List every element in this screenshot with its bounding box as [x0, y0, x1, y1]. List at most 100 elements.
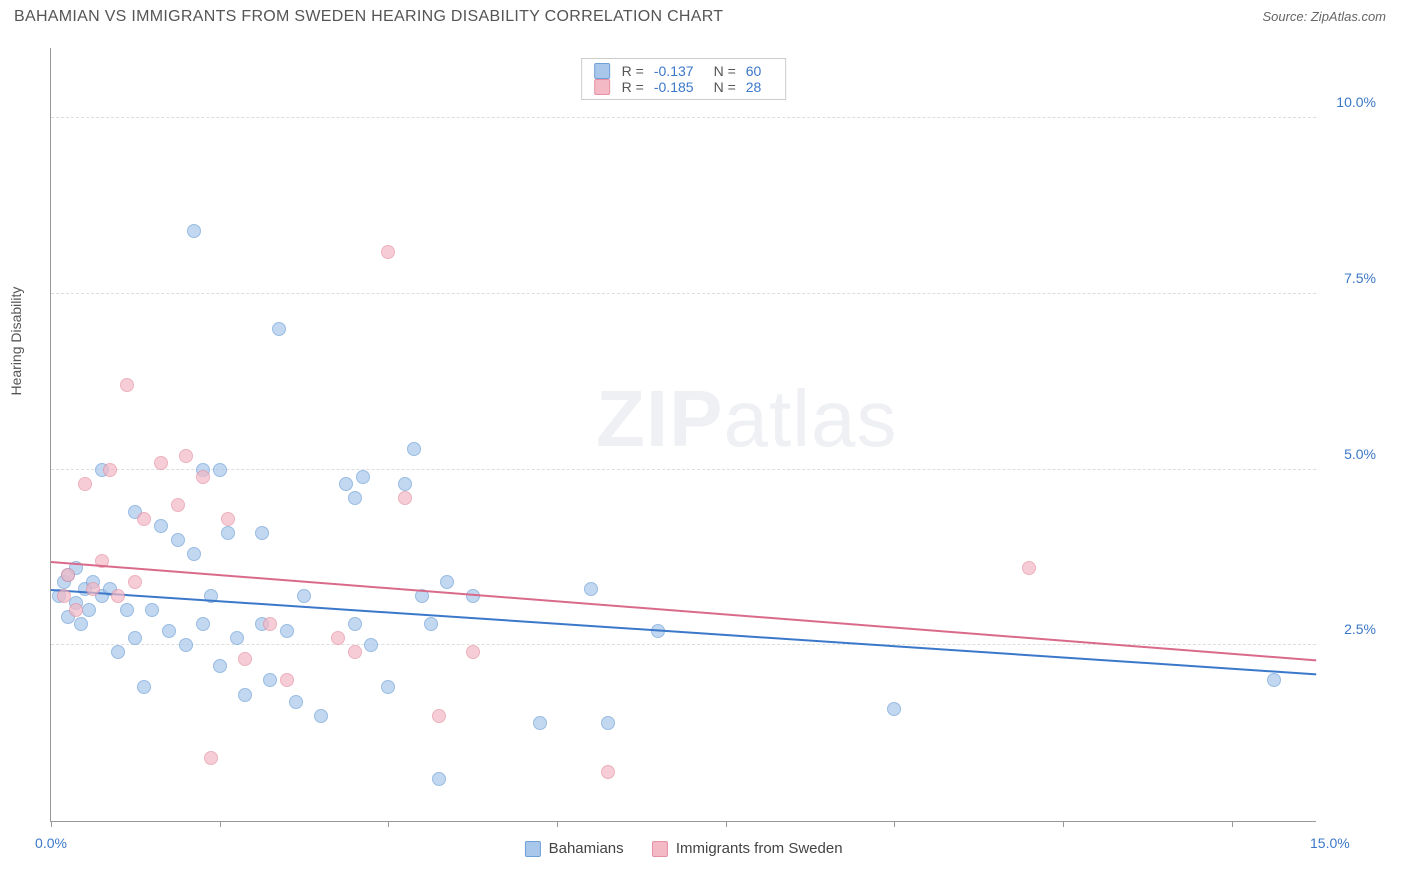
legend-swatch	[524, 841, 540, 857]
source-attribution: Source: ZipAtlas.com	[1262, 9, 1386, 24]
data-point	[314, 709, 328, 723]
series-swatch	[594, 63, 610, 79]
legend-label: Bahamians	[549, 840, 624, 857]
x-tick	[726, 821, 727, 827]
data-point	[111, 645, 125, 659]
data-point	[887, 702, 901, 716]
stat-label: R =	[622, 63, 644, 79]
data-point	[171, 533, 185, 547]
data-point	[221, 512, 235, 526]
legend-label: Immigrants from Sweden	[676, 840, 843, 857]
n-value: 60	[746, 63, 762, 79]
y-tick-label: 10.0%	[1336, 94, 1376, 110]
data-point	[297, 589, 311, 603]
data-point	[120, 603, 134, 617]
chart-title: BAHAMIAN VS IMMIGRANTS FROM SWEDEN HEARI…	[14, 8, 723, 26]
legend-item: Immigrants from Sweden	[652, 840, 843, 857]
trend-line	[51, 561, 1316, 661]
stat-label: N =	[714, 79, 736, 95]
data-point	[440, 575, 454, 589]
data-point	[230, 631, 244, 645]
data-point	[196, 617, 210, 631]
gridline	[51, 293, 1316, 294]
data-point	[280, 673, 294, 687]
data-point	[398, 477, 412, 491]
data-point	[128, 631, 142, 645]
data-point	[263, 673, 277, 687]
data-point	[432, 709, 446, 723]
data-point	[57, 589, 71, 603]
data-point	[128, 575, 142, 589]
data-point	[145, 603, 159, 617]
data-point	[213, 659, 227, 673]
data-point	[137, 512, 151, 526]
stats-row: R = -0.185 N = 28	[594, 79, 774, 95]
data-point	[78, 477, 92, 491]
plot-area: ZIPatlas R = -0.137 N = 60 R = -0.185 N …	[50, 48, 1316, 822]
data-point	[103, 463, 117, 477]
legend-swatch	[652, 841, 668, 857]
x-tick-label: 15.0%	[1310, 835, 1370, 851]
x-tick	[388, 821, 389, 827]
data-point	[331, 631, 345, 645]
x-tick	[51, 821, 52, 827]
data-point	[348, 491, 362, 505]
stats-row: R = -0.137 N = 60	[594, 63, 774, 79]
data-point	[348, 645, 362, 659]
stat-label: N =	[714, 63, 736, 79]
data-point	[272, 322, 286, 336]
data-point	[466, 645, 480, 659]
watermark: ZIPatlas	[596, 373, 897, 465]
chart-container: Hearing Disability ZIPatlas R = -0.137 N…	[14, 38, 1386, 862]
data-point	[154, 519, 168, 533]
correlation-stats-box: R = -0.137 N = 60 R = -0.185 N = 28	[581, 58, 787, 100]
data-point	[289, 695, 303, 709]
data-point	[162, 624, 176, 638]
data-point	[381, 680, 395, 694]
data-point	[381, 245, 395, 259]
data-point	[69, 603, 83, 617]
data-point	[348, 617, 362, 631]
data-point	[255, 526, 269, 540]
data-point	[533, 716, 547, 730]
data-point	[179, 638, 193, 652]
x-tick	[220, 821, 221, 827]
data-point	[204, 751, 218, 765]
data-point	[407, 442, 421, 456]
data-point	[179, 449, 193, 463]
data-point	[82, 603, 96, 617]
data-point	[263, 617, 277, 631]
data-point	[86, 582, 100, 596]
data-point	[424, 617, 438, 631]
data-point	[339, 477, 353, 491]
data-point	[432, 772, 446, 786]
data-point	[111, 589, 125, 603]
data-point	[356, 470, 370, 484]
y-tick-label: 5.0%	[1344, 446, 1376, 462]
x-tick	[1063, 821, 1064, 827]
r-value: -0.137	[654, 63, 694, 79]
x-tick-label: 0.0%	[35, 835, 67, 851]
data-point	[74, 617, 88, 631]
legend-item: Bahamians	[524, 840, 623, 857]
data-point	[584, 582, 598, 596]
data-point	[137, 680, 151, 694]
data-point	[221, 526, 235, 540]
data-point	[1267, 673, 1281, 687]
data-point	[601, 765, 615, 779]
legend: Bahamians Immigrants from Sweden	[524, 840, 842, 857]
data-point	[120, 378, 134, 392]
gridline	[51, 469, 1316, 470]
gridline	[51, 117, 1316, 118]
data-point	[280, 624, 294, 638]
data-point	[171, 498, 185, 512]
data-point	[601, 716, 615, 730]
y-axis-label: Hearing Disability	[8, 287, 24, 396]
data-point	[213, 463, 227, 477]
x-tick	[894, 821, 895, 827]
y-tick-label: 7.5%	[1344, 270, 1376, 286]
stat-label: R =	[622, 79, 644, 95]
data-point	[187, 224, 201, 238]
x-tick	[557, 821, 558, 827]
data-point	[238, 688, 252, 702]
